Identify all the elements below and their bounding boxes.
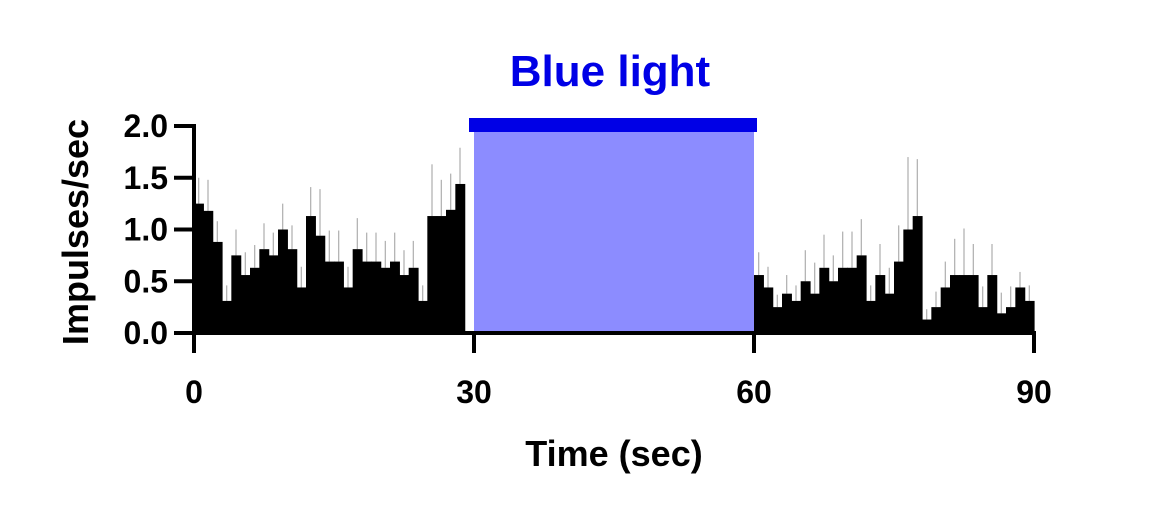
histogram-bar	[940, 287, 951, 333]
y-axis-title: Impulses/sec	[55, 119, 96, 345]
histogram-bar	[978, 307, 988, 333]
histogram-bar	[810, 293, 820, 333]
x-tick-label: 60	[736, 374, 772, 410]
histogram-bar	[222, 300, 232, 333]
stimulus-bar	[469, 118, 757, 132]
histogram-bar	[259, 249, 270, 333]
histogram-bar	[800, 281, 811, 333]
histogram-bar	[343, 287, 354, 333]
histogram-bar	[1024, 300, 1035, 333]
histogram-bar	[324, 261, 335, 333]
histogram-bar	[455, 183, 466, 333]
histogram-bar	[791, 300, 802, 333]
histogram-bar	[772, 307, 783, 333]
histogram-bar	[754, 275, 764, 333]
histogram-bar	[399, 275, 410, 333]
histogram-bar	[446, 209, 456, 333]
histogram-bar	[903, 229, 914, 333]
histogram-bar	[436, 216, 447, 333]
histogram-bar	[819, 267, 830, 333]
histogram-bar	[287, 249, 298, 333]
histogram-bar	[828, 281, 839, 333]
y-tick-label: 0.0	[124, 315, 168, 351]
histogram-bar	[922, 319, 932, 333]
histogram-bar	[987, 275, 998, 333]
stimulus-layer	[469, 118, 757, 333]
histogram-bar	[315, 235, 326, 333]
histogram-bar	[959, 275, 970, 333]
y-tick-label: 1.5	[124, 160, 168, 196]
histogram-bar	[894, 261, 904, 333]
histogram-bar	[1015, 287, 1026, 333]
x-axis-title: Time (sec)	[525, 433, 702, 474]
histogram-bar	[418, 300, 428, 333]
histogram-bar	[306, 216, 316, 333]
histogram-bar	[950, 275, 960, 333]
histogram-bar	[782, 293, 792, 333]
histogram-bar	[931, 307, 942, 333]
histogram-bar	[1006, 307, 1016, 333]
x-tick-label: 90	[1016, 374, 1052, 410]
histogram-bar	[240, 275, 251, 333]
histogram-bar	[856, 255, 867, 333]
histogram-bar	[884, 293, 895, 333]
histogram-bars	[194, 183, 1035, 333]
histogram-bar	[296, 287, 307, 333]
histogram-bar	[268, 255, 279, 333]
histogram-bar	[352, 249, 363, 333]
stimulus-label: Blue light	[510, 47, 711, 96]
histogram-bar	[362, 261, 372, 333]
histogram-bar	[408, 267, 419, 333]
y-tick-label: 2.0	[124, 108, 168, 144]
histogram-bar	[996, 313, 1007, 333]
histogram-bar	[427, 216, 438, 333]
histogram-bar	[866, 300, 876, 333]
y-tick-label: 0.5	[124, 263, 168, 299]
histogram-bar	[763, 287, 774, 333]
stimulus-region	[474, 126, 754, 333]
axes: 0.0 0.5 1.0 1.5 2.0 0 30 60 90	[124, 108, 1052, 410]
histogram-bar	[194, 203, 204, 333]
histogram-bar	[838, 267, 848, 333]
histogram-bar	[231, 255, 242, 333]
x-tick-label: 0	[185, 374, 203, 410]
histogram-bar	[371, 261, 382, 333]
histogram-bar	[380, 267, 391, 333]
histogram-bar	[250, 267, 260, 333]
error-bars	[198, 147, 1030, 320]
histogram-bar	[278, 229, 288, 333]
histogram-bar	[968, 275, 979, 333]
histogram-bar	[847, 267, 858, 333]
x-tick-label: 30	[456, 374, 492, 410]
histogram-bar	[912, 216, 923, 333]
histogram-bar	[203, 210, 214, 333]
histogram-bar	[390, 261, 400, 333]
histogram-bar	[212, 241, 223, 333]
histogram-bar	[334, 261, 344, 333]
y-tick-label: 1.0	[124, 212, 168, 248]
histogram-bar	[875, 275, 886, 333]
